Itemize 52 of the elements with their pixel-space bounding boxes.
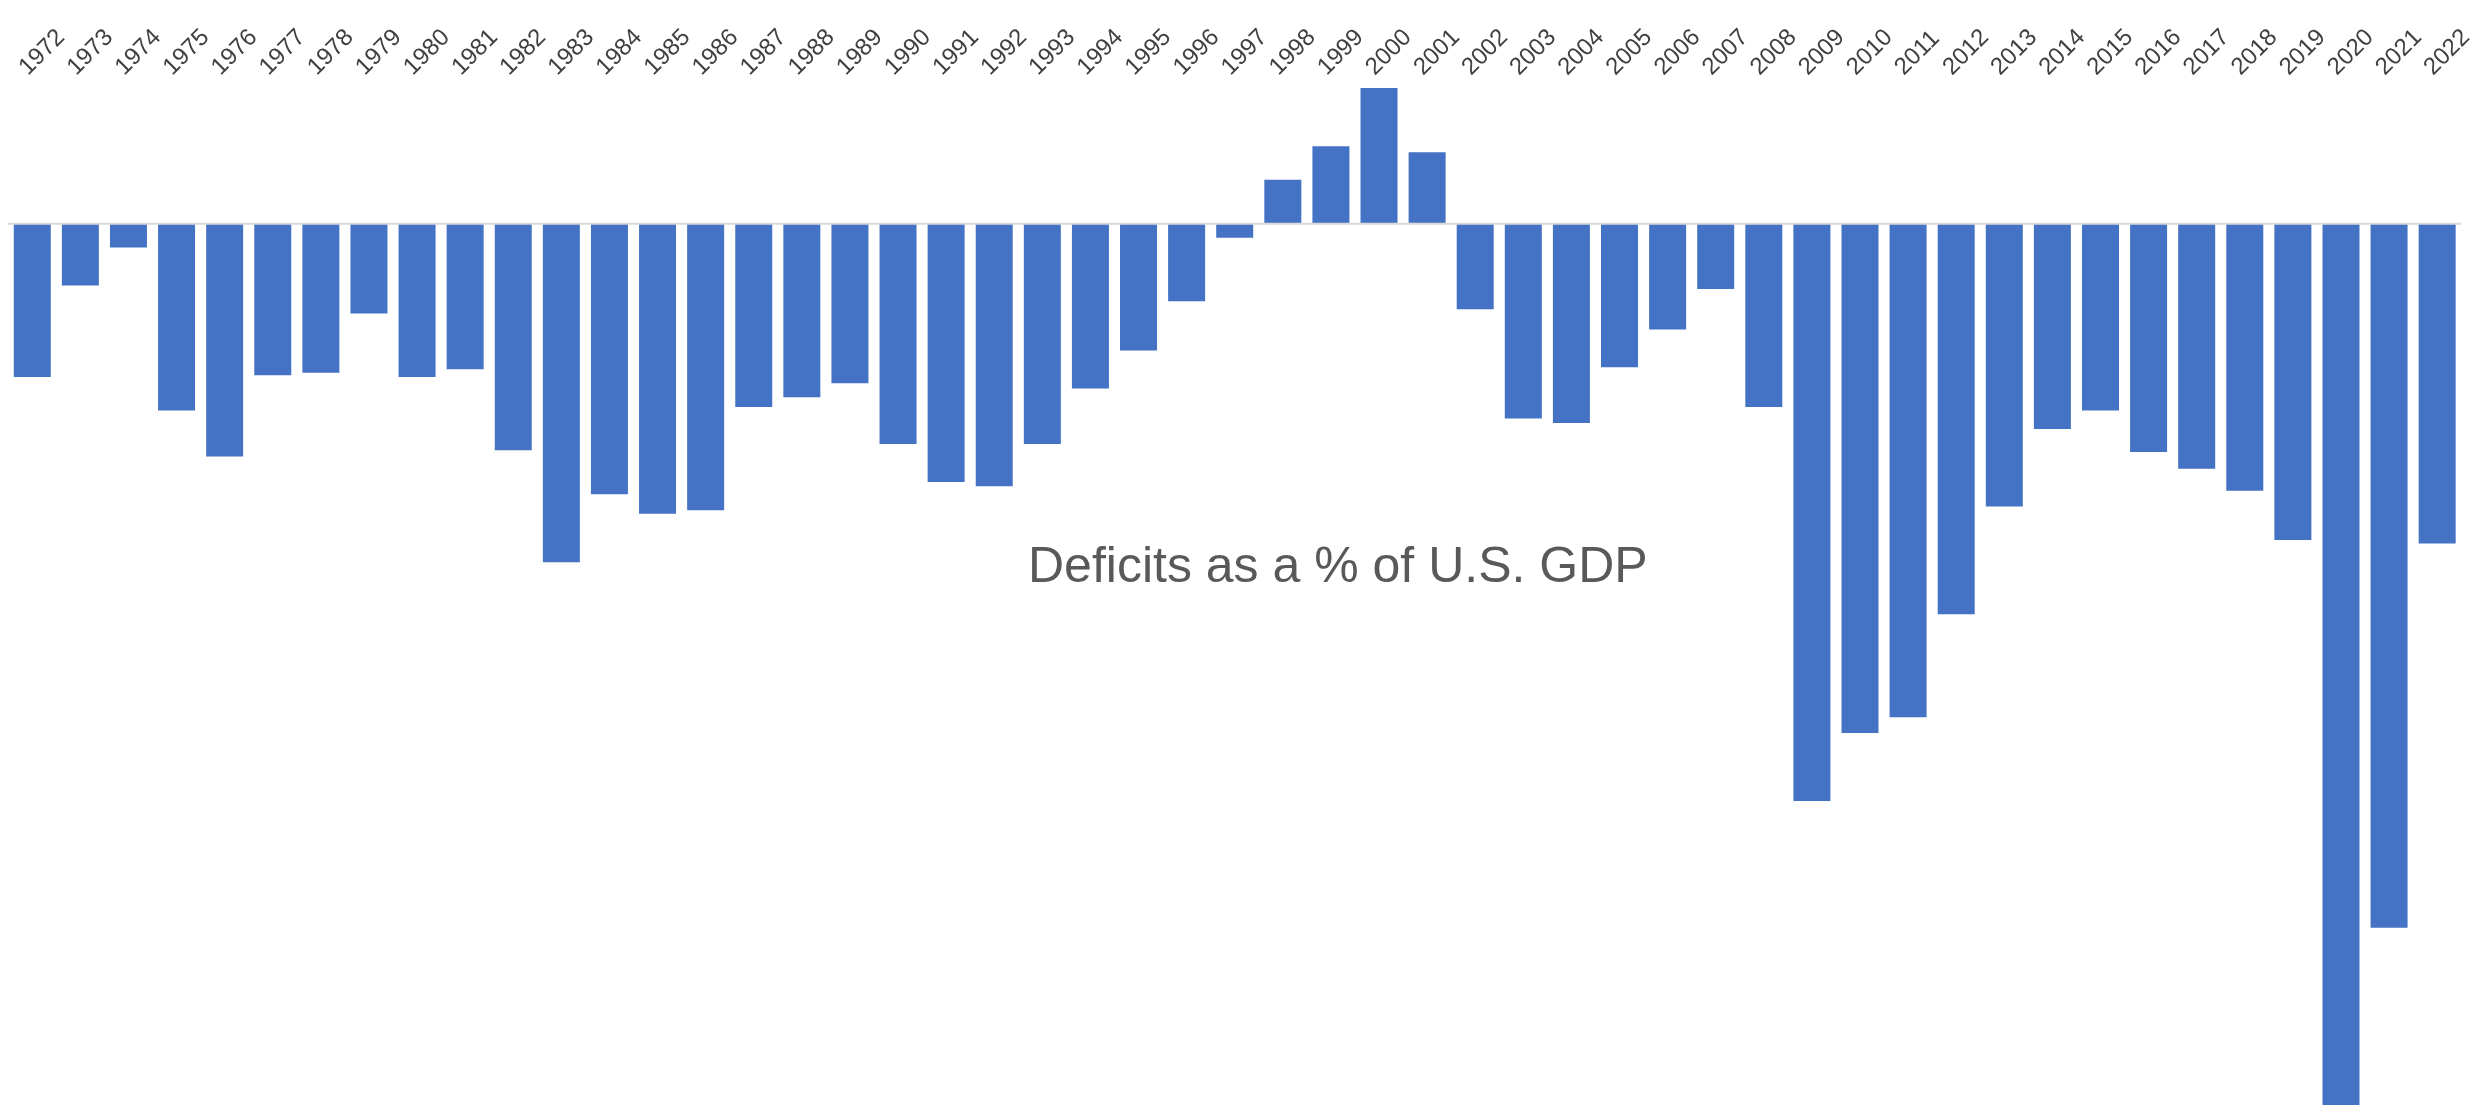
bar [494,223,532,451]
bar [61,223,99,286]
bar [1120,223,1158,351]
bar [1168,223,1206,302]
bar [1937,223,1975,615]
bar [687,223,725,511]
bar [1697,223,1735,289]
bar [1456,223,1494,310]
bar [302,223,340,373]
bar [13,223,51,378]
bar [2081,223,2119,411]
bar [158,223,196,411]
bar [350,223,388,314]
bar [639,223,677,514]
bar [831,223,869,384]
bar [109,223,147,248]
bar [1023,223,1061,445]
bar [1649,223,1687,330]
bar [1793,223,1831,801]
bar [1841,223,1879,734]
bar [2418,223,2456,544]
bar [927,223,965,482]
bar [590,223,628,495]
bar [975,223,1013,487]
bar [2178,223,2216,469]
text: Deficits as a % of U.S. GDP [1028,536,1648,594]
bar [1889,223,1927,718]
bar [1216,223,1254,238]
bar [2370,223,2408,928]
bar [1601,223,1639,368]
bar [879,223,917,445]
bar [1408,152,1446,224]
bar [446,223,484,370]
bar [1264,179,1302,224]
bar [1552,223,1590,423]
bar [1071,223,1109,389]
bar [2033,223,2071,430]
bar [1985,223,2023,507]
bar [1504,223,1542,419]
bar [2274,223,2312,541]
bar [1360,88,1398,224]
bar [735,223,773,408]
bar [398,223,436,378]
bar [1745,223,1783,408]
bar [542,223,580,563]
bar [254,223,292,376]
bar [2322,223,2360,1105]
bar [206,223,244,457]
bar [1312,146,1350,224]
bar [2130,223,2168,452]
bar [2226,223,2264,491]
bar [783,223,821,398]
